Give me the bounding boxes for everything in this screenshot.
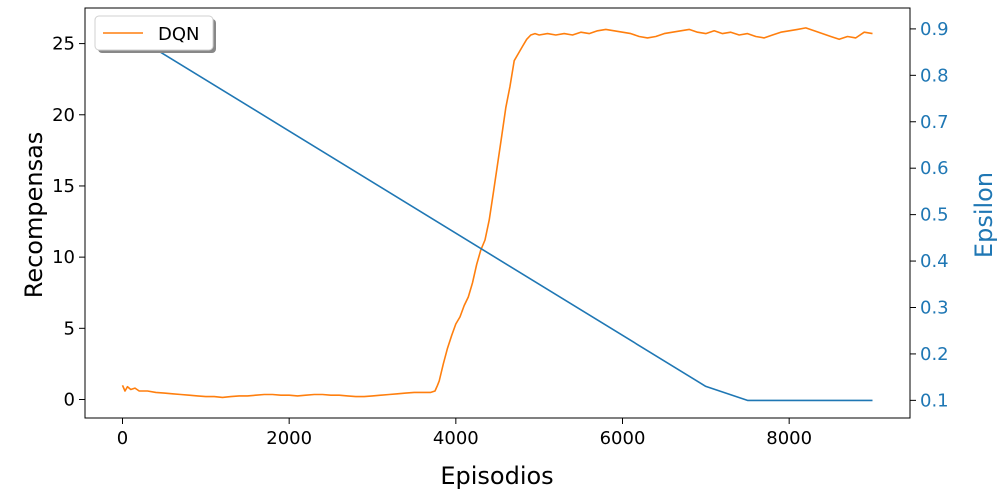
x-tick-label: 4000 <box>433 428 479 449</box>
right-axis-title: Epsilon <box>970 172 998 258</box>
left-tick-label: 15 <box>52 176 75 197</box>
left-tick-label: 20 <box>52 105 75 126</box>
epsilon-line <box>122 28 873 402</box>
legend-box <box>94 15 214 51</box>
x-tick-label: 2000 <box>266 428 312 449</box>
x-tick-label: 6000 <box>600 428 646 449</box>
right-tick-label: 0.1 <box>920 390 949 411</box>
right-tick-label: 0.9 <box>920 19 949 40</box>
right-tick-label: 0.5 <box>920 205 949 226</box>
left-tick-label: 0 <box>64 389 75 410</box>
right-tick-label: 0.8 <box>920 65 949 86</box>
x-axis-title: Episodios <box>440 462 553 490</box>
legend: DQN <box>94 15 216 53</box>
x-tick-label: 8000 <box>766 428 812 449</box>
x-tick-label: 0 <box>117 428 128 449</box>
right-tick-label: 0.2 <box>920 344 949 365</box>
right-tick-label: 0.6 <box>920 158 949 179</box>
left-axis-ticks: 0 5 10 15 20 25 <box>52 34 85 410</box>
series-layer <box>121 27 873 402</box>
right-axis-ticks: 0.1 0.2 0.3 0.4 0.5 0.6 0.7 0.8 0.9 <box>910 19 949 411</box>
left-tick-label: 25 <box>52 34 75 55</box>
right-tick-label: 0.7 <box>920 112 949 133</box>
right-tick-label: 0.4 <box>920 251 949 272</box>
legend-label-dqn: DQN <box>158 24 200 45</box>
plot-frame <box>84 7 911 419</box>
x-axis-ticks: 0 2000 4000 6000 8000 <box>117 418 812 449</box>
left-tick-label: 5 <box>64 318 75 339</box>
dqn-line <box>121 27 873 399</box>
left-axis-title: Recompensas <box>20 132 48 299</box>
left-tick-label: 10 <box>52 247 75 268</box>
right-tick-label: 0.3 <box>920 297 949 318</box>
